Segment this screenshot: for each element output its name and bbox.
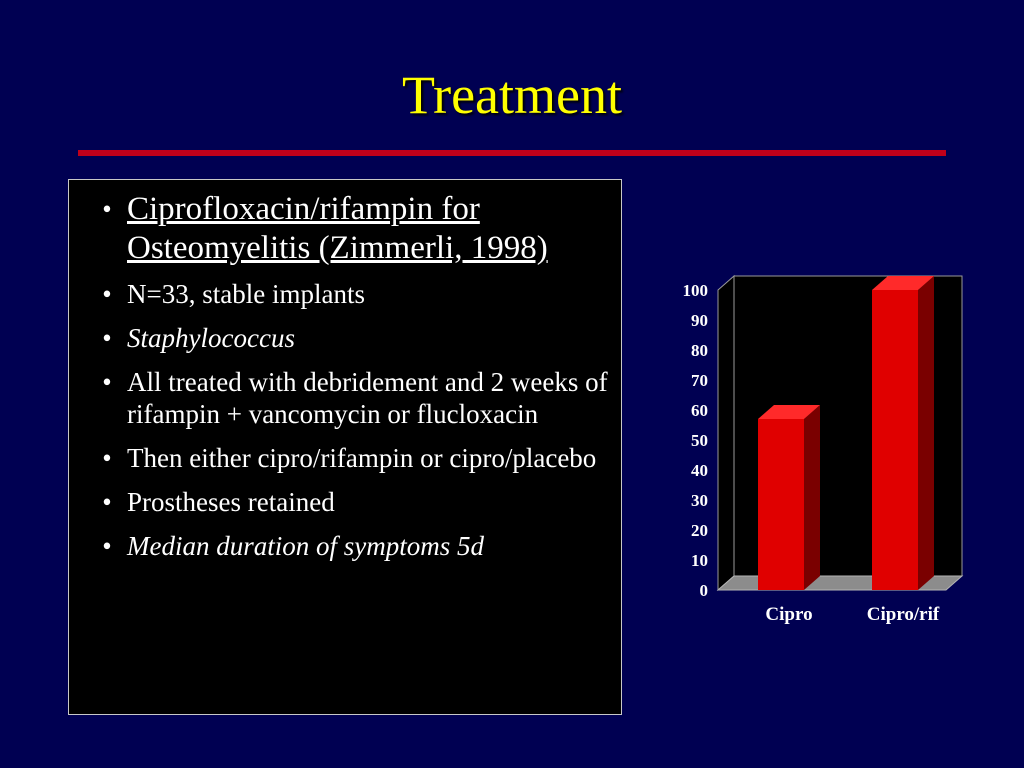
bullet-text: Prostheses retained <box>127 487 335 517</box>
bullet-glyph: • <box>102 279 112 309</box>
bullet-text: Then either cipro/rifampin or cipro/plac… <box>127 443 597 473</box>
bullet-glyph: • <box>102 531 112 561</box>
bullet-list: • Ciprofloxacin/rifampin for Osteomyeliti… <box>69 180 621 562</box>
bullet-text: All treated with debridement and 2 weeks… <box>127 367 608 429</box>
bullet-panel: • Ciprofloxacin/rifampin for Osteomyeliti… <box>68 179 622 715</box>
bullet-glyph: • <box>102 487 112 517</box>
bullet-item-duration: • Median duration of symptoms 5d <box>87 530 609 562</box>
y-tick-label: 10 <box>691 551 708 570</box>
y-tick-label: 50 <box>691 431 708 450</box>
bullet-item-study: • Ciprofloxacin/rifampin for Osteomyeliti… <box>87 190 609 268</box>
y-tick-label: 70 <box>691 371 708 390</box>
bar-top <box>758 405 820 419</box>
y-tick-label: 80 <box>691 341 708 360</box>
slide-title: Treatment <box>402 65 622 125</box>
bar-cipro <box>758 419 804 590</box>
bar-top <box>872 276 934 290</box>
bullet-item-prostheses: • Prostheses retained <box>87 486 609 518</box>
chart-side-wall <box>717 274 735 592</box>
title-divider <box>78 150 946 156</box>
x-category-label: Cipro <box>765 604 812 625</box>
bullet-text: Median duration of symptoms 5d <box>127 531 484 561</box>
bar-chart: 0 10 20 30 40 50 60 70 80 90 100 Cipro Cipro/rif <box>636 262 976 647</box>
bar-side <box>918 276 934 590</box>
bullet-text: N=33, stable implants <box>127 279 365 309</box>
bar-cipro-rif <box>872 290 918 590</box>
bullet-item-randomization: • Then either cipro/rifampin or cipro/pla… <box>87 442 609 474</box>
bullet-glyph: • <box>102 323 112 353</box>
y-tick-label: 30 <box>691 491 708 510</box>
bullet-text: Staphylococcus <box>127 323 295 353</box>
bullet-glyph: • <box>102 194 112 224</box>
bullet-glyph: • <box>102 443 112 473</box>
bar-side <box>804 405 820 590</box>
y-tick-label: 20 <box>691 521 708 540</box>
y-tick-label: 90 <box>691 311 708 330</box>
y-tick-label: 60 <box>691 401 708 420</box>
bullet-text: Ciprofloxacin/rifampin for Osteomyelitis… <box>127 191 548 266</box>
bar-chart-svg: 0 10 20 30 40 50 60 70 80 90 100 Cipro Cipro/rif <box>683 274 964 625</box>
y-tick-label: 40 <box>691 461 708 480</box>
y-tick-label: 0 <box>700 581 709 600</box>
bullet-item-organism: • Staphylococcus <box>87 322 609 354</box>
bullet-glyph: • <box>102 367 112 397</box>
bullet-item-initial-treatment: • All treated with debridement and 2 week… <box>87 366 609 430</box>
bullet-item-sample: • N=33, stable implants <box>87 278 609 310</box>
x-category-label: Cipro/rif <box>867 604 940 625</box>
y-tick-label: 100 <box>683 281 709 300</box>
